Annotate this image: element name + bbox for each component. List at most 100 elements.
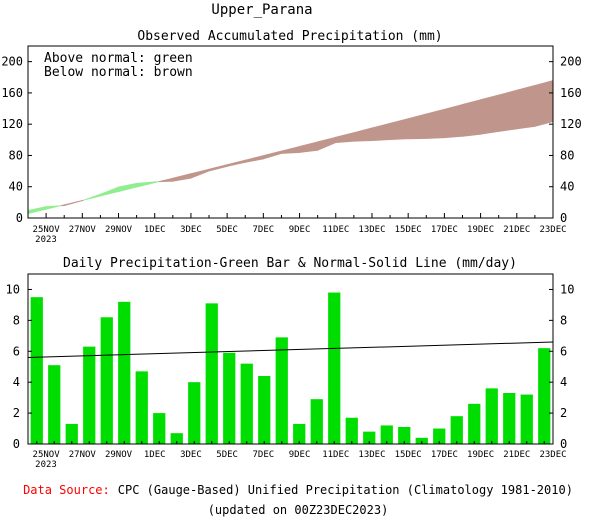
daily-bar-16DEC <box>415 437 428 444</box>
accum-ytick-label-right-40: 40 <box>560 180 574 194</box>
main-title: Upper_Parana <box>211 2 312 18</box>
accum-area-1DEC-0 <box>154 181 159 184</box>
footer-updated: (updated on 00Z23DEC2023) <box>208 503 389 517</box>
daily-ytick-label-right-10: 10 <box>560 282 574 296</box>
daily-xtick-label-5DEC: 5DEC <box>216 450 238 460</box>
daily-bar-21DEC <box>503 393 516 444</box>
daily-bar-4DEC <box>205 303 218 444</box>
accum-area-3DEC <box>190 168 210 179</box>
daily-xtick-label-7DEC: 7DEC <box>253 450 275 460</box>
accum-ytick-label-left-120: 120 <box>1 117 23 131</box>
daily-bar-1DEC <box>153 413 166 444</box>
accum-area-11DEC <box>335 132 355 143</box>
daily-normal-line <box>27 341 554 358</box>
daily-x-year-label: 2023 <box>35 460 57 470</box>
footer-source-text: CPC (Gauge-Based) Unified Precipitation … <box>118 483 573 497</box>
accum-y-axis: 0 0 40 40 80 80 120 120 160 160 200 200 <box>1 55 581 225</box>
accum-xtick-label-13DEC: 13DEC <box>358 225 385 235</box>
accum-panel: Observed Accumulated Precipitation (mm) … <box>1 29 581 245</box>
accum-area-20DEC <box>498 89 518 132</box>
daily-xtick-label-19DEC: 19DEC <box>467 450 494 460</box>
daily-xtick-label-11DEC: 11DEC <box>322 450 349 460</box>
daily-bar-15DEC <box>398 427 411 444</box>
daily-bar-28NOV <box>100 317 113 444</box>
daily-ytick-label-left-6: 6 <box>13 344 20 358</box>
accum-xtick-label-21DEC: 21DEC <box>503 225 530 235</box>
daily-ytick-label-right-4: 4 <box>560 375 567 389</box>
daily-xtick-label-9DEC: 9DEC <box>289 450 311 460</box>
accum-xtick-label-17DEC: 17DEC <box>431 225 458 235</box>
daily-bar-14DEC <box>380 425 393 444</box>
daily-bar-3DEC <box>188 382 201 444</box>
accum-area-24NOV <box>27 206 47 215</box>
daily-ytick-label-left-8: 8 <box>13 313 20 327</box>
daily-bar-12DEC <box>345 417 358 444</box>
daily-panel: Daily Precipitation-Green Bar & Normal-S… <box>6 256 575 470</box>
accum-area-29NOV <box>118 182 138 193</box>
accum-ytick-label-left-40: 40 <box>9 180 23 194</box>
daily-bar-6DEC <box>240 363 253 444</box>
accum-xtick-label-23DEC: 23DEC <box>539 225 566 235</box>
accum-area-28NOV <box>100 186 119 197</box>
accum-area-5DEC <box>226 159 246 167</box>
accum-ytick-label-left-200: 200 <box>1 55 23 69</box>
daily-xtick-label-21DEC: 21DEC <box>503 450 530 460</box>
accum-xtick-label-19DEC: 19DEC <box>467 225 494 235</box>
daily-bar-8DEC <box>275 337 288 444</box>
accum-ytick-label-left-160: 160 <box>1 86 23 100</box>
accum-xtick-label-9DEC: 9DEC <box>289 225 311 235</box>
daily-ytick-label-left-4: 4 <box>13 375 20 389</box>
daily-bar-26NOV <box>65 423 78 444</box>
accum-xtick-label-3DEC: 3DEC <box>180 225 202 235</box>
daily-xtick-label-23DEC: 23DEC <box>539 450 566 460</box>
daily-xtick-label-13DEC: 13DEC <box>358 450 385 460</box>
daily-ytick-label-right-6: 6 <box>560 344 567 358</box>
accum-xtick-label-29NOV: 29NOV <box>105 225 133 235</box>
daily-xtick-label-15DEC: 15DEC <box>395 450 422 460</box>
accum-area-6DEC <box>244 155 264 163</box>
accum-xtick-label-1DEC: 1DEC <box>144 225 166 235</box>
accum-plot-frame <box>27 45 554 219</box>
accum-area-17DEC <box>443 103 463 139</box>
footer-source: Data Source: CPC (Gauge-Based) Unified Pr… <box>23 483 573 497</box>
daily-bar-27NOV <box>83 346 96 444</box>
accum-area-10DEC <box>317 136 337 151</box>
daily-bar-17DEC <box>433 428 446 444</box>
daily-chart-title: Daily Precipitation-Green Bar & Normal-S… <box>63 256 517 271</box>
accum-area-26NOV <box>63 199 83 207</box>
daily-bar-22DEC <box>520 394 533 444</box>
daily-plot-frame <box>27 273 554 445</box>
accum-chart-title: Observed Accumulated Precipitation (mm) <box>137 29 442 44</box>
daily-bar-25NOV <box>48 365 61 444</box>
accum-ytick-label-right-160: 160 <box>560 86 582 100</box>
accum-area-14DEC <box>389 118 409 141</box>
accum-xtick-label-7DEC: 7DEC <box>253 225 275 235</box>
accum-area-27NOV-1 <box>83 193 101 201</box>
accum-area-8DEC <box>281 145 300 154</box>
daily-bar-5DEC <box>223 352 236 444</box>
accum-areas <box>27 80 554 215</box>
footer-source-label: Data Source: <box>23 483 110 497</box>
daily-xtick-label-25NOV: 25NOV <box>33 450 61 460</box>
accum-legend-line-2: Below normal: brown <box>44 65 193 80</box>
accum-area-25NOV-1 <box>60 204 65 207</box>
accum-area-4DEC <box>208 164 228 172</box>
accum-area-9DEC <box>299 141 319 153</box>
accum-area-19DEC <box>480 94 500 135</box>
accum-area-12DEC <box>353 127 373 142</box>
daily-bar-2DEC <box>170 433 183 444</box>
daily-bar-23DEC <box>538 348 551 444</box>
accum-xtick-label-5DEC: 5DEC <box>216 225 238 235</box>
accum-ytick-label-right-80: 80 <box>560 148 574 162</box>
daily-bar-24NOV <box>30 297 43 444</box>
accum-xtick-label-15DEC: 15DEC <box>395 225 422 235</box>
accum-area-2DEC <box>172 173 192 182</box>
daily-bars <box>30 292 551 444</box>
daily-xtick-label-27NOV: 27NOV <box>69 450 97 460</box>
accum-area-16DEC <box>425 108 445 139</box>
accum-ytick-label-right-0: 0 <box>560 211 567 225</box>
accum-xtick-label-27NOV: 27NOV <box>69 225 97 235</box>
accum-area-1DEC-1 <box>158 177 174 183</box>
accum-area-18DEC <box>462 99 481 137</box>
